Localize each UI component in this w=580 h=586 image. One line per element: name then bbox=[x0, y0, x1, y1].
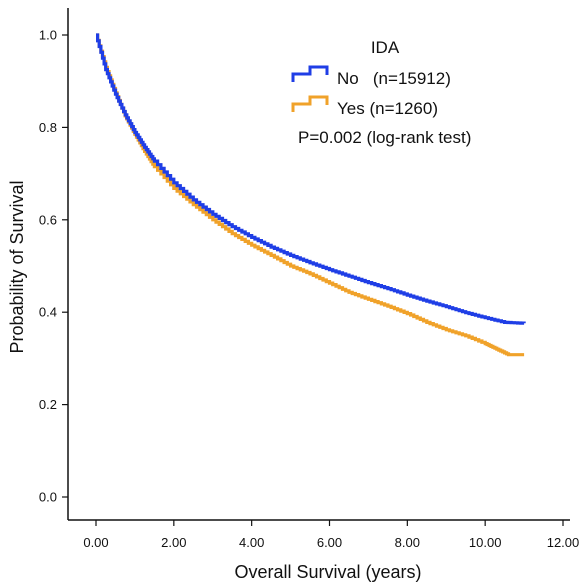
legend-label-no: No (n=15912) bbox=[337, 69, 451, 88]
y-tick-label: 0.8 bbox=[39, 120, 57, 135]
x-axis-title: Overall Survival (years) bbox=[234, 562, 421, 582]
y-tick-label: 0.4 bbox=[39, 305, 57, 320]
x-tick-label: 6.00 bbox=[317, 535, 342, 550]
series-layer bbox=[96, 33, 526, 357]
x-tick-label: 0.00 bbox=[83, 535, 108, 550]
axes bbox=[67, 8, 570, 521]
legend-note-pvalue: P=0.002 (log-rank test) bbox=[298, 128, 471, 147]
legend-swatch-yes bbox=[291, 95, 329, 112]
legend-swatch-no bbox=[291, 65, 329, 82]
legend: IDA No (n=15912) Yes (n=1260) P=0.002 (l… bbox=[291, 38, 471, 147]
x-tick-label: 10.00 bbox=[469, 535, 502, 550]
x-ticks: 0.00 2.00 4.00 6.00 8.00 10.00 12.00 bbox=[83, 520, 579, 550]
y-tick-label: 0.2 bbox=[39, 397, 57, 412]
series-line-yes bbox=[96, 33, 525, 357]
legend-title: IDA bbox=[371, 38, 400, 57]
y-axis-title: Probability of Survival bbox=[7, 180, 27, 353]
series-line-no bbox=[96, 33, 526, 325]
x-tick-label: 8.00 bbox=[395, 535, 420, 550]
y-ticks: 0.0 0.2 0.4 0.6 0.8 1.0 bbox=[39, 28, 68, 505]
y-tick-label: 0.0 bbox=[39, 490, 57, 505]
y-tick-label: 0.6 bbox=[39, 212, 57, 227]
x-tick-label: 2.00 bbox=[161, 535, 186, 550]
x-tick-label: 12.00 bbox=[547, 535, 580, 550]
y-tick-label: 1.0 bbox=[39, 28, 57, 43]
legend-label-yes: Yes (n=1260) bbox=[337, 99, 438, 118]
x-tick-label: 4.00 bbox=[239, 535, 264, 550]
